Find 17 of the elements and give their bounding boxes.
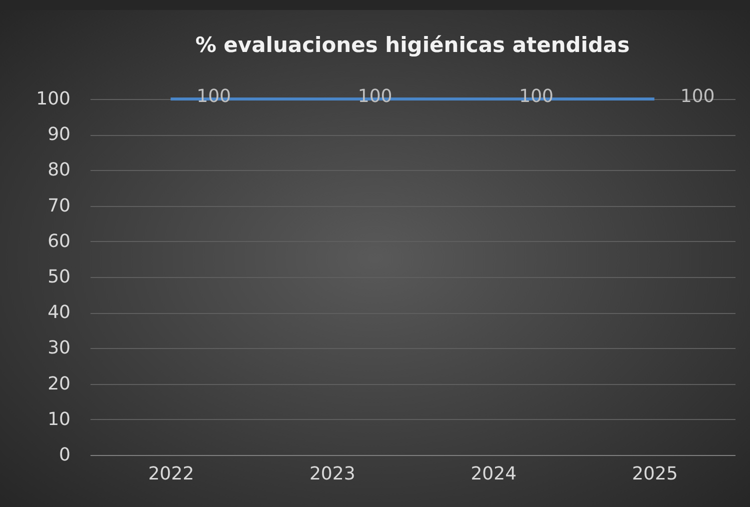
y-tick-label: 80 — [48, 160, 70, 181]
y-tick-label: 30 — [48, 338, 70, 359]
y-tick-label: 0 — [59, 444, 70, 466]
chart-title: % evaluaciones higiénicas atendidas — [195, 33, 630, 57]
y-tick-label: 90 — [48, 124, 70, 146]
y-tick-label: 70 — [48, 195, 70, 216]
y-tick-label: 60 — [48, 230, 70, 252]
x-tick-label: 2025 — [632, 464, 678, 484]
y-tick-label: 50 — [48, 266, 70, 288]
x-tick-label: 2023 — [309, 464, 356, 484]
y-tick-label: 100 — [36, 88, 70, 110]
y-tick-label: 20 — [48, 373, 70, 394]
data-label: 100 — [680, 86, 715, 107]
x-tick-label: 2024 — [470, 464, 517, 484]
y-tick-label: 10 — [48, 408, 70, 430]
x-tick-label: 2022 — [148, 464, 194, 484]
y-tick-label: 40 — [48, 302, 70, 324]
